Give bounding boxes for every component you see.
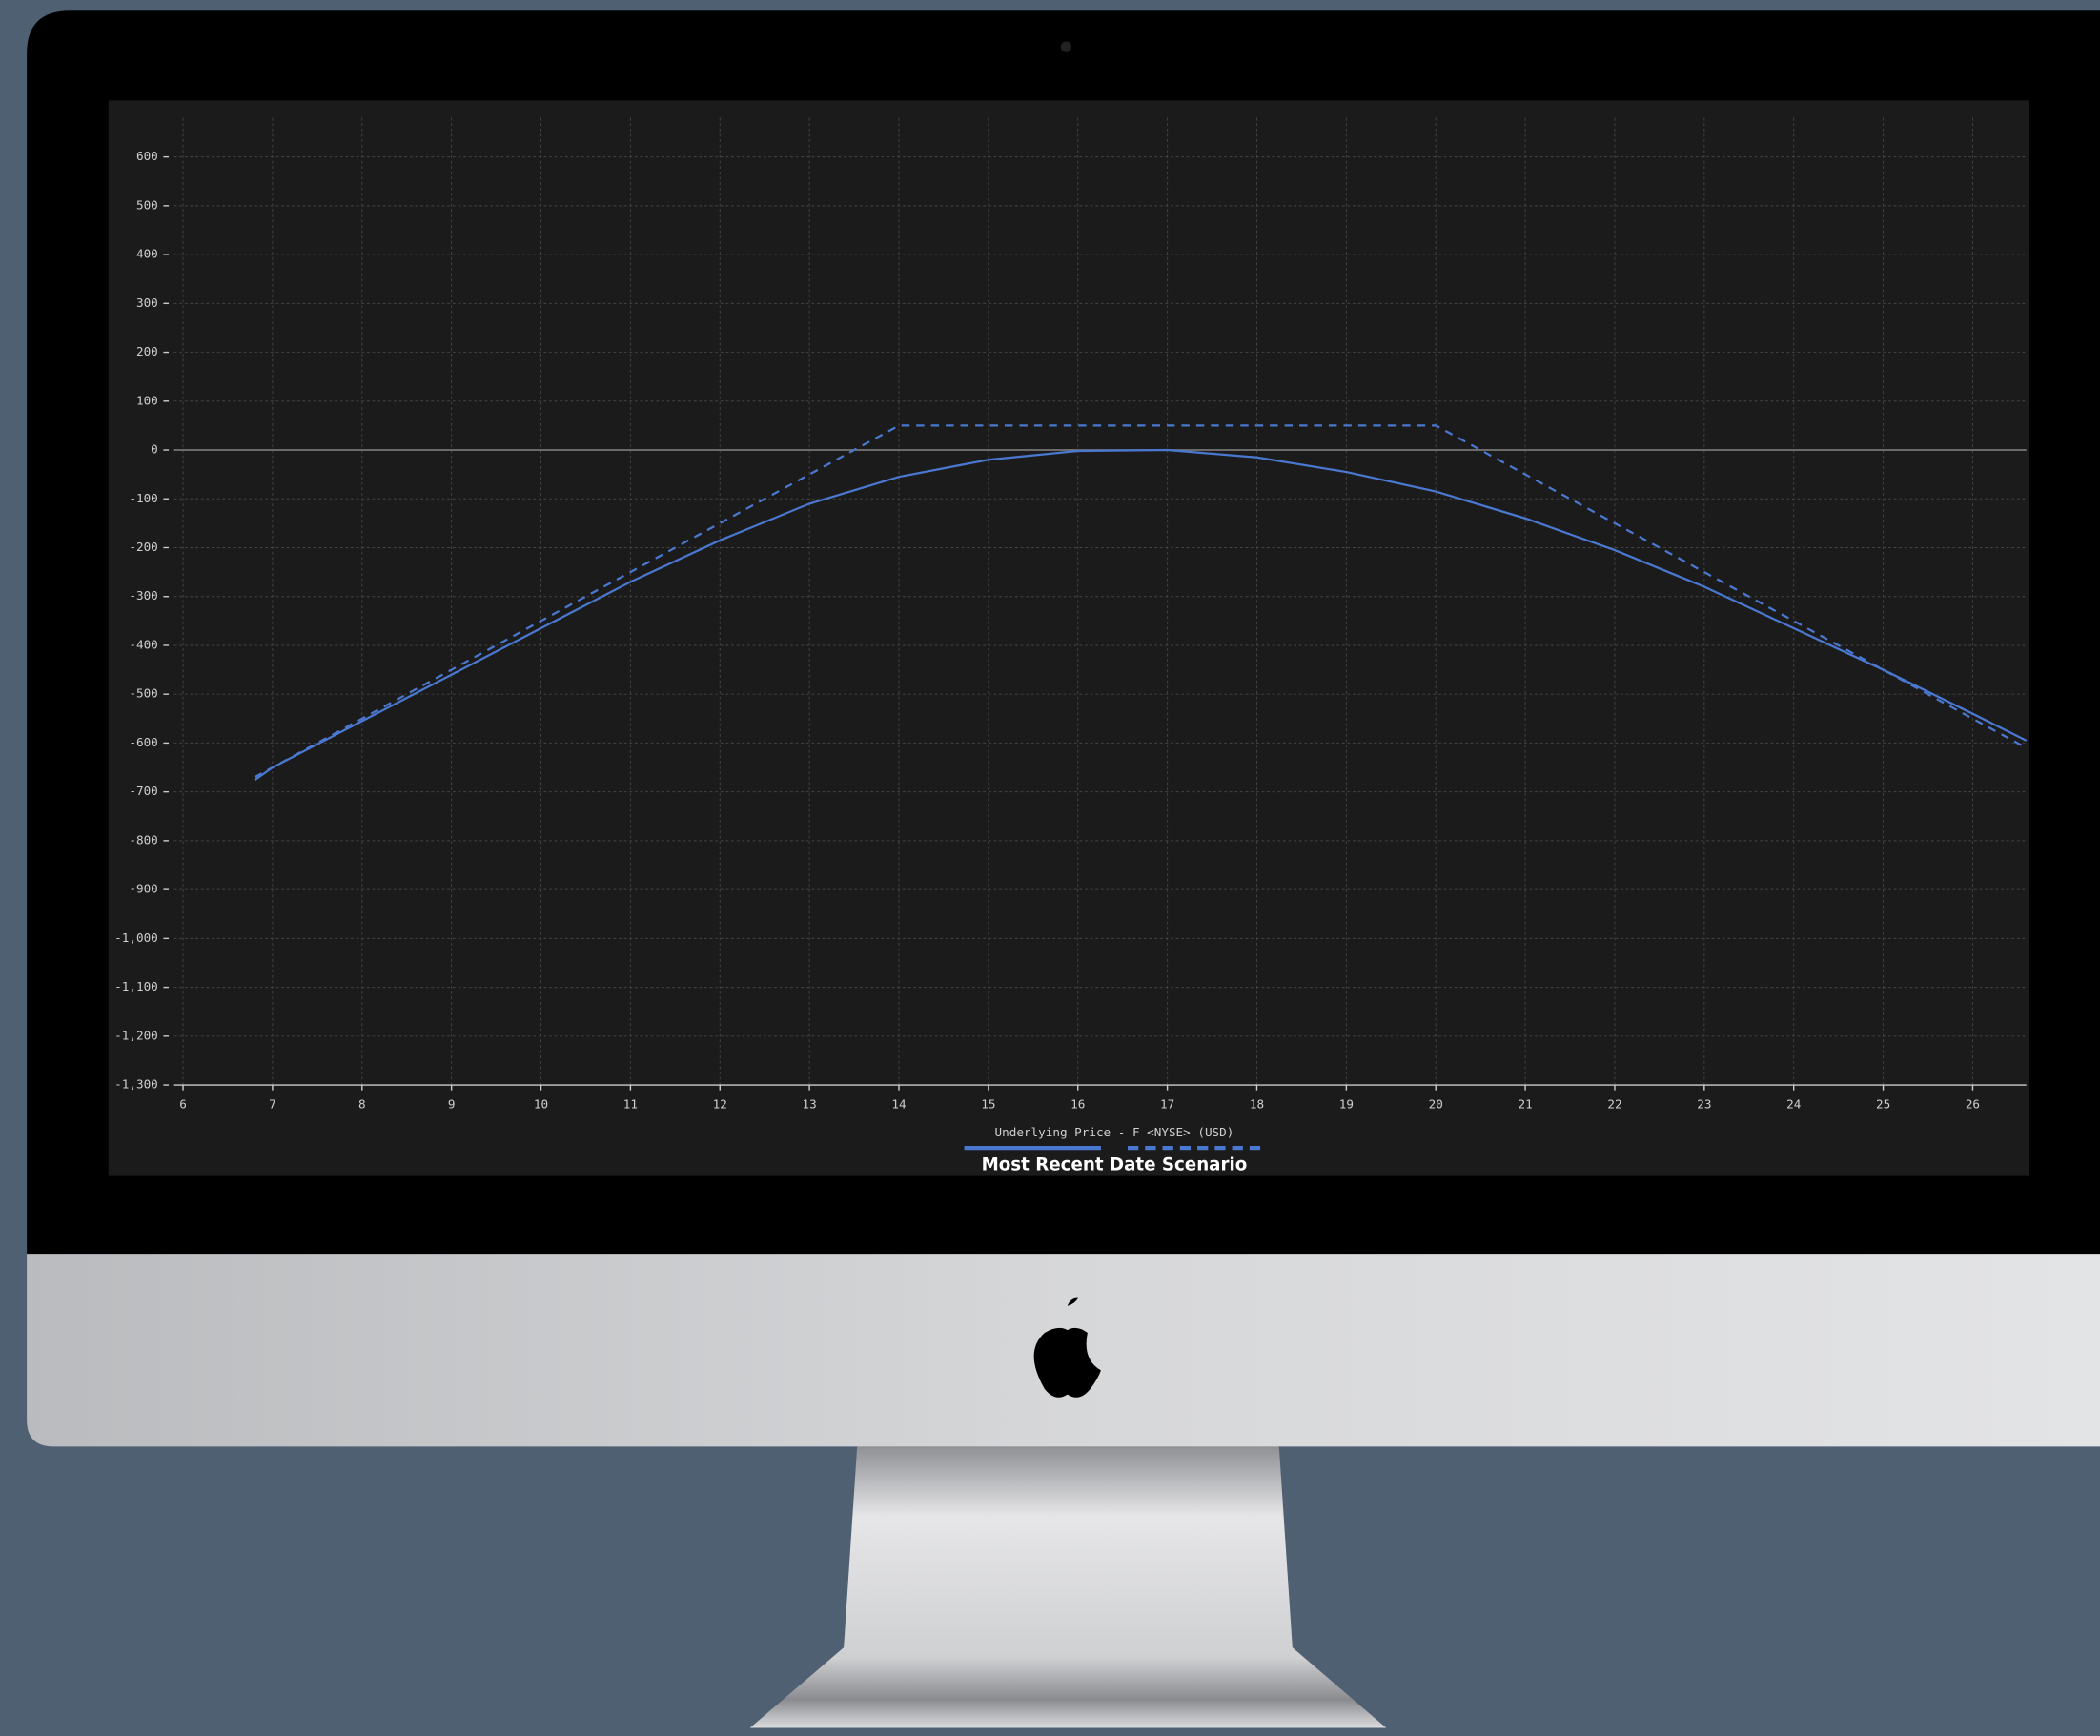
series-line	[254, 424, 2028, 779]
y-tick-label: -600	[129, 735, 157, 749]
y-tick-label: -1,300	[114, 1077, 158, 1092]
x-tick-label: 24	[1786, 1097, 1801, 1112]
y-tick-label: 300	[136, 296, 158, 310]
x-tick-label: 21	[1518, 1097, 1532, 1112]
x-tick-label: 22	[1607, 1097, 1621, 1112]
x-tick-label: 6	[179, 1097, 187, 1112]
apple-logo	[1033, 1297, 1101, 1398]
x-tick-label: 26	[1966, 1097, 1980, 1112]
y-tick-label: -1,200	[114, 1028, 158, 1042]
stand	[749, 1446, 1387, 1728]
x-tick-label: 13	[803, 1097, 817, 1112]
x-tick-label: 19	[1339, 1097, 1354, 1112]
x-tick-label: 25	[1876, 1097, 1890, 1112]
chart: Underlying Price - F <NYSE> (USD) Most R…	[114, 117, 2028, 1174]
y-tick-label: 200	[136, 344, 158, 358]
y-tick-label: -200	[129, 540, 157, 554]
x-tick-label: 23	[1697, 1097, 1711, 1112]
y-tick-label: -1,100	[114, 979, 158, 993]
x-tick-label: 16	[1070, 1097, 1085, 1112]
series-line	[254, 448, 2028, 782]
x-tick-label: 20	[1429, 1097, 1443, 1112]
x-tick-label: 18	[1250, 1097, 1264, 1112]
monitor: Underlying Price - F <NYSE> (USD) Most R…	[27, 10, 2100, 1728]
y-tick-label: 400	[136, 247, 158, 261]
x-tick-label: 9	[448, 1097, 456, 1112]
y-tick-label: -800	[129, 832, 157, 847]
x-tick-label: 14	[891, 1097, 906, 1112]
x-tick-label: 8	[358, 1097, 366, 1112]
x-tick-label: 15	[981, 1097, 995, 1112]
legend-title: Most Recent Date Scenario	[982, 1154, 1248, 1174]
y-tick-label: -300	[129, 588, 157, 602]
y-tick-label: -400	[129, 637, 157, 651]
y-tick-label: 100	[136, 393, 158, 407]
x-tick-label: 10	[534, 1097, 548, 1112]
screen	[108, 100, 2029, 1176]
y-tick-label: 600	[136, 149, 158, 163]
x-tick-label: 11	[623, 1097, 638, 1112]
y-tick-label: 0	[151, 442, 158, 457]
x-tick-label: 17	[1160, 1097, 1174, 1112]
y-tick-label: 500	[136, 197, 158, 212]
y-tick-label: -500	[129, 686, 157, 701]
y-tick-label: -700	[129, 784, 157, 798]
x-axis-label: Underlying Price - F <NYSE> (USD)	[995, 1125, 1234, 1139]
camera	[1060, 41, 1071, 52]
x-tick-label: 7	[269, 1097, 276, 1112]
x-tick-label: 12	[713, 1097, 727, 1112]
y-tick-label: -900	[129, 882, 157, 896]
y-tick-label: -100	[129, 491, 157, 505]
y-tick-label: -1,000	[114, 930, 158, 945]
